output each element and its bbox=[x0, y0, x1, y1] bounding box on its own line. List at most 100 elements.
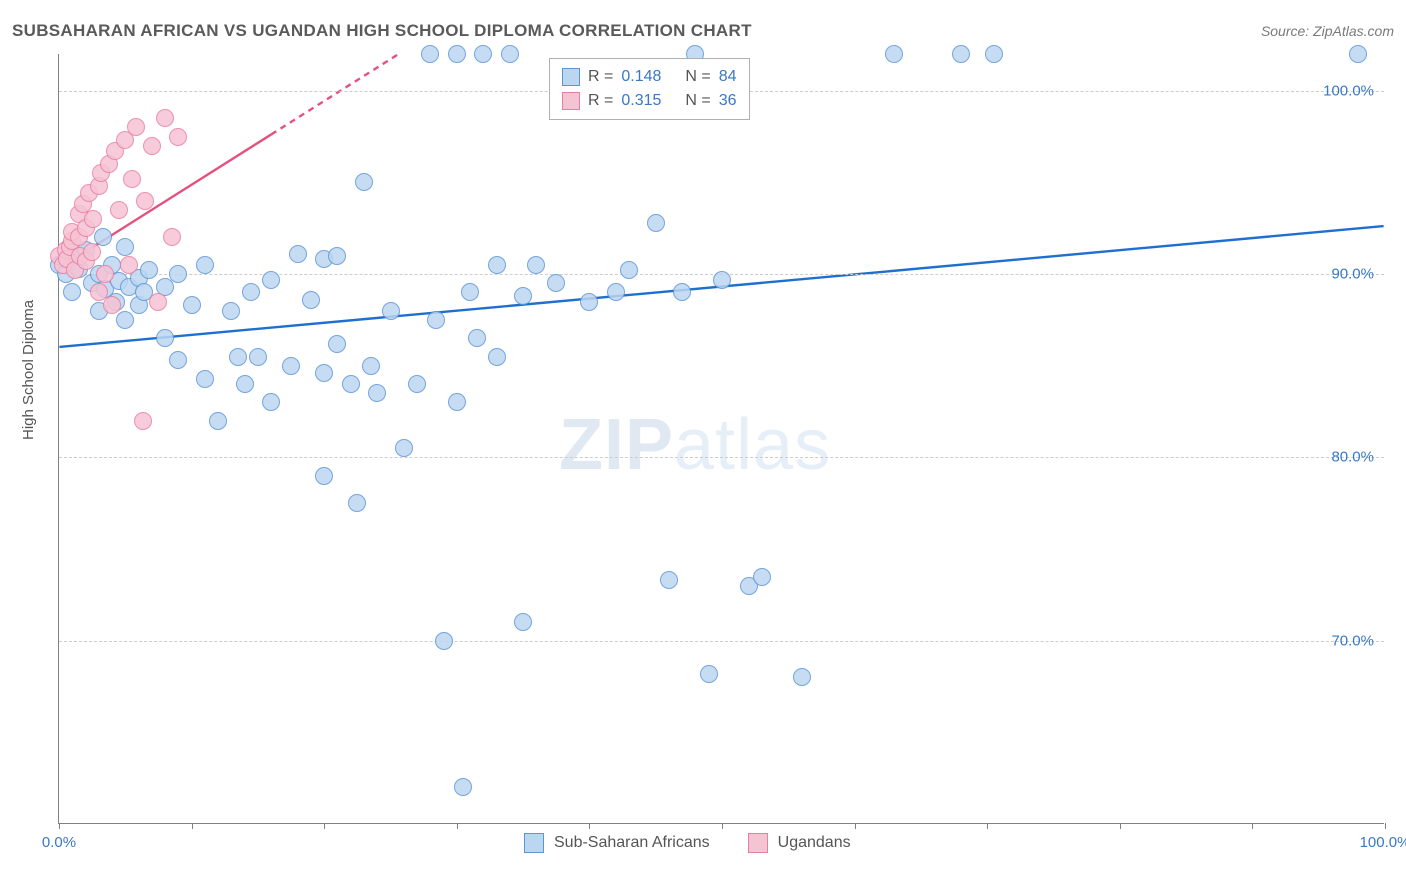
scatter-marker bbox=[514, 287, 532, 305]
r-label: R = bbox=[588, 65, 613, 89]
scatter-marker bbox=[116, 238, 134, 256]
scatter-marker bbox=[209, 412, 227, 430]
x-tick bbox=[1252, 823, 1253, 829]
r-value: 0.148 bbox=[621, 65, 661, 89]
scatter-marker bbox=[488, 256, 506, 274]
scatter-marker bbox=[236, 375, 254, 393]
scatter-marker bbox=[96, 265, 114, 283]
scatter-marker bbox=[408, 375, 426, 393]
scatter-marker bbox=[362, 357, 380, 375]
gridline bbox=[59, 457, 1384, 458]
scatter-marker bbox=[120, 256, 138, 274]
scatter-marker bbox=[647, 214, 665, 232]
scatter-marker bbox=[116, 311, 134, 329]
scatter-marker bbox=[156, 329, 174, 347]
legend-swatch bbox=[562, 68, 580, 86]
chart-source: Source: ZipAtlas.com bbox=[1261, 23, 1394, 39]
x-tick bbox=[192, 823, 193, 829]
scatter-marker bbox=[468, 329, 486, 347]
scatter-marker bbox=[448, 45, 466, 63]
n-value: 36 bbox=[719, 89, 737, 113]
scatter-marker bbox=[328, 247, 346, 265]
scatter-marker bbox=[302, 291, 320, 309]
scatter-marker bbox=[282, 357, 300, 375]
scatter-marker bbox=[127, 118, 145, 136]
scatter-marker bbox=[169, 351, 187, 369]
r-value: 0.315 bbox=[621, 89, 661, 113]
x-tick bbox=[324, 823, 325, 829]
scatter-marker bbox=[156, 109, 174, 127]
scatter-marker bbox=[448, 393, 466, 411]
scatter-marker bbox=[368, 384, 386, 402]
scatter-marker bbox=[242, 283, 260, 301]
x-tick bbox=[855, 823, 856, 829]
scatter-marker bbox=[348, 494, 366, 512]
x-tick bbox=[1385, 823, 1386, 829]
plot-area: ZIPatlas 70.0%80.0%90.0%100.0%0.0%100.0%… bbox=[58, 54, 1384, 824]
y-tick-label: 90.0% bbox=[1331, 266, 1374, 283]
scatter-marker bbox=[83, 243, 101, 261]
x-tick bbox=[1120, 823, 1121, 829]
x-tick bbox=[589, 823, 590, 829]
scatter-marker bbox=[169, 265, 187, 283]
scatter-marker bbox=[501, 45, 519, 63]
scatter-marker bbox=[143, 137, 161, 155]
scatter-marker bbox=[454, 778, 472, 796]
scatter-marker bbox=[163, 228, 181, 246]
x-tick-label: 100.0% bbox=[1360, 834, 1406, 851]
scatter-marker bbox=[700, 665, 718, 683]
x-tick-label: 0.0% bbox=[42, 834, 76, 851]
scatter-marker bbox=[620, 261, 638, 279]
scatter-marker bbox=[63, 283, 81, 301]
scatter-marker bbox=[474, 45, 492, 63]
scatter-marker bbox=[421, 45, 439, 63]
scatter-marker bbox=[249, 348, 267, 366]
chart-title: SUBSAHARAN AFRICAN VS UGANDAN HIGH SCHOO… bbox=[12, 21, 752, 41]
scatter-marker bbox=[123, 170, 141, 188]
scatter-marker bbox=[1349, 45, 1367, 63]
title-bar: SUBSAHARAN AFRICAN VS UGANDAN HIGH SCHOO… bbox=[12, 18, 1394, 44]
scatter-marker bbox=[885, 45, 903, 63]
scatter-marker bbox=[952, 45, 970, 63]
scatter-marker bbox=[110, 201, 128, 219]
scatter-marker bbox=[289, 245, 307, 263]
scatter-marker bbox=[607, 283, 625, 301]
scatter-marker bbox=[222, 302, 240, 320]
n-label: N = bbox=[685, 65, 710, 89]
legend-label: Ugandans bbox=[778, 834, 851, 852]
y-tick-label: 100.0% bbox=[1323, 82, 1374, 99]
n-value: 84 bbox=[719, 65, 737, 89]
scatter-marker bbox=[395, 439, 413, 457]
scatter-marker bbox=[382, 302, 400, 320]
scatter-marker bbox=[149, 293, 167, 311]
watermark-zip: ZIP bbox=[559, 405, 674, 485]
scatter-marker bbox=[196, 256, 214, 274]
chart-container: { "title": "SUBSAHARAN AFRICAN VS UGANDA… bbox=[0, 0, 1406, 892]
scatter-marker bbox=[262, 271, 280, 289]
scatter-marker bbox=[103, 296, 121, 314]
y-tick-label: 80.0% bbox=[1331, 449, 1374, 466]
trend-line bbox=[271, 54, 456, 134]
stats-row: R = 0.148 N = 84 bbox=[562, 65, 737, 89]
x-tick bbox=[722, 823, 723, 829]
n-label: N = bbox=[685, 89, 710, 113]
scatter-marker bbox=[136, 192, 154, 210]
scatter-marker bbox=[753, 568, 771, 586]
legend-label: Sub-Saharan Africans bbox=[554, 834, 710, 852]
scatter-marker bbox=[315, 467, 333, 485]
scatter-marker bbox=[183, 296, 201, 314]
watermark-atlas: atlas bbox=[674, 405, 831, 485]
scatter-marker bbox=[229, 348, 247, 366]
scatter-marker bbox=[713, 271, 731, 289]
legend-swatch bbox=[524, 833, 544, 853]
scatter-marker bbox=[134, 412, 152, 430]
series-legend: Sub-Saharan Africans Ugandans bbox=[524, 833, 879, 853]
scatter-marker bbox=[315, 364, 333, 382]
scatter-marker bbox=[660, 571, 678, 589]
y-tick-label: 70.0% bbox=[1331, 632, 1374, 649]
r-label: R = bbox=[588, 89, 613, 113]
stats-row: R = 0.315 N = 36 bbox=[562, 89, 737, 113]
trend-lines-overlay bbox=[59, 54, 1384, 823]
scatter-marker bbox=[342, 375, 360, 393]
x-tick bbox=[457, 823, 458, 829]
